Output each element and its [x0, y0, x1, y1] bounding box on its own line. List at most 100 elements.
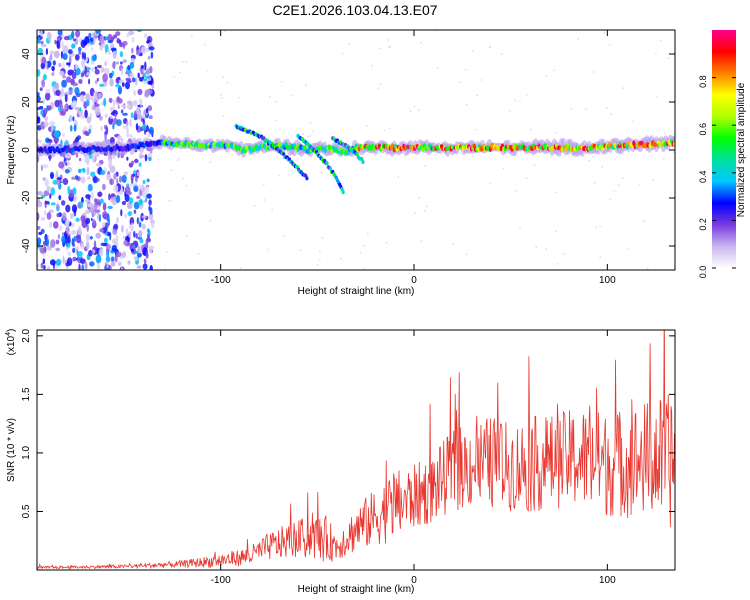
noise-dot: [80, 243, 85, 250]
noise-dot: [71, 30, 75, 39]
noise-dot: [117, 135, 122, 141]
noise-dot: [131, 160, 134, 166]
noise-dot: [118, 79, 125, 84]
noise-dot: [92, 218, 96, 226]
noise-dot: [115, 216, 119, 224]
noise-dot: [86, 166, 90, 176]
noise-dot: [146, 68, 151, 76]
noise-dot: [92, 249, 96, 254]
noise-dot: [37, 36, 41, 44]
noise-dot: [148, 46, 155, 51]
noise-dot: [309, 135, 311, 137]
noise-dot: [138, 162, 142, 167]
y-tick-label: -20: [21, 190, 32, 205]
noise-dot: [126, 100, 133, 105]
noise-dot: [280, 80, 283, 83]
noise-dot: [121, 200, 127, 206]
noise-dot: [43, 265, 46, 270]
noise-dot: [348, 42, 351, 45]
noise-dot: [609, 198, 612, 201]
noise-dot: [385, 241, 388, 244]
noise-dot: [124, 213, 127, 219]
noise-dot: [126, 156, 129, 161]
noise-dot: [76, 235, 82, 244]
noise-dot: [239, 267, 242, 270]
noise-dot: [64, 169, 70, 174]
noise-dot: [46, 265, 51, 270]
noise-dot: [56, 179, 61, 186]
noise-dot: [137, 245, 140, 254]
noise-dot: [78, 79, 83, 84]
noise-dot: [191, 35, 193, 38]
branch-cell: [305, 176, 309, 181]
colorbar-ticks: 0.0 0.2 0.4 0.6 0.8: [698, 75, 736, 278]
noise-dot: [46, 212, 52, 220]
noise-dot: [85, 217, 91, 225]
y-tick-label: 0: [21, 147, 32, 153]
noise-dot: [71, 204, 78, 213]
noise-dot: [608, 43, 611, 46]
noise-dot: [157, 159, 160, 161]
snr-scale-prefix: (x10: [6, 335, 17, 355]
noise-dot: [108, 193, 111, 201]
noise-dot: [150, 51, 154, 59]
noise-dot: [65, 204, 71, 213]
noise-dot: [135, 232, 138, 239]
noise-dot: [61, 88, 64, 97]
noise-dot: [129, 61, 135, 69]
noise-dot: [67, 233, 71, 237]
noise-dot: [77, 202, 82, 209]
noise-dot: [143, 80, 149, 85]
noise-dot: [89, 261, 95, 267]
noise-dot: [113, 173, 117, 180]
noise-dot: [554, 230, 557, 233]
noise-dot: [253, 205, 256, 207]
noise-dot: [74, 87, 80, 96]
noise-dot: [388, 46, 390, 49]
noise-dot: [87, 203, 92, 208]
noise-dot: [42, 108, 48, 116]
noise-dot: [642, 220, 645, 223]
noise-dot: [141, 223, 146, 230]
noise-dot: [86, 99, 90, 107]
noise-dot: [140, 65, 144, 69]
noise-dot: [132, 101, 138, 107]
noise-dot: [37, 138, 40, 144]
noise-dot: [113, 185, 119, 192]
noise-dot: [117, 105, 120, 109]
noise-dot: [99, 35, 105, 45]
noise-dot: [606, 107, 608, 110]
branch-cell: [328, 166, 333, 171]
noise-dot: [144, 154, 148, 162]
noise-dot: [126, 120, 129, 127]
noise-dot: [49, 139, 53, 144]
noise-dot: [91, 47, 94, 52]
noise-dot: [515, 189, 518, 192]
noise-dot: [81, 60, 86, 68]
noise-dot: [120, 104, 126, 108]
noise-dot: [104, 44, 109, 53]
noise-dot: [269, 95, 271, 98]
noise-dot: [58, 161, 65, 169]
noise-dot: [50, 259, 56, 266]
y-tick-label: 40: [21, 48, 32, 60]
noise-dot: [67, 49, 73, 55]
noise-dot: [40, 40, 44, 45]
noise-dot: [37, 116, 41, 124]
noise-dot: [115, 234, 119, 243]
noise-dot: [69, 125, 73, 132]
chart-title: C2E1.2026.103.04.13.E07: [272, 2, 437, 18]
noise-dot: [136, 265, 142, 269]
noise-dot: [74, 175, 79, 181]
noise-dot: [68, 87, 73, 91]
noise-dot: [102, 73, 108, 83]
x-tick-label: 100: [599, 275, 616, 286]
noise-dot: [54, 130, 60, 138]
noise-dot: [91, 105, 96, 111]
colorbar: 0.0 0.2 0.4 0.6 0.8 Normalized spectral ampl…: [698, 30, 747, 278]
noise-dot: [41, 44, 47, 48]
snr-series-line: [37, 330, 675, 570]
noise-dot: [555, 191, 557, 194]
noise-dot: [68, 114, 73, 122]
noise-dot: [88, 128, 91, 134]
